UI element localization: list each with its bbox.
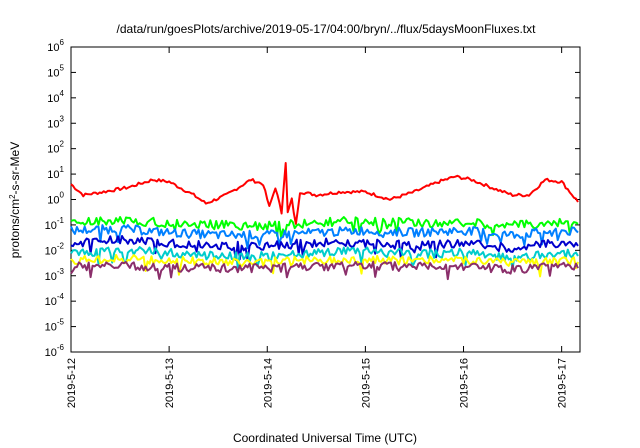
y-tick-base: 10 (47, 42, 59, 54)
y-tick-label: 103 (47, 114, 64, 130)
y-tick-base: 10 (47, 195, 59, 207)
series-line-1 (70, 216, 579, 238)
y-tick-label: 10-6 (45, 343, 65, 359)
y-tick-base: 10 (45, 271, 57, 283)
y-tick-base: 10 (47, 118, 59, 130)
y-tick-label: 10-5 (45, 318, 65, 334)
x-tick-label: 2019-5-12 (66, 358, 78, 408)
x-tick-label: 2019-5-13 (164, 358, 176, 408)
y-tick-exp: 0 (60, 191, 65, 200)
y-tick-base: 10 (47, 144, 59, 156)
x-axis-ticks: 2019-5-12 2019-5-13 2019-5-14 2019-5-15 2019… (66, 47, 569, 408)
plot-frame (70, 46, 581, 353)
y-tick-base: 10 (47, 93, 59, 105)
y-tick-base: 10 (45, 347, 57, 359)
y-tick-label: 105 (47, 63, 64, 79)
y-tick-base: 10 (47, 67, 59, 79)
y-tick-label: 100 (47, 191, 64, 207)
series-line-5 (70, 253, 579, 278)
y-tick-label: 101 (47, 165, 64, 181)
y-tick-label: 10-2 (45, 241, 65, 257)
chart-title: /data/run/goesPlots/archive/2019-05-17/0… (117, 22, 537, 36)
x-tick-label: 2019-5-15 (360, 358, 372, 408)
y-tick-label: 10-1 (45, 216, 65, 232)
y-tick-exp: -5 (57, 318, 65, 327)
data-series (70, 162, 579, 281)
y-tick-exp: 5 (60, 63, 65, 72)
y-tick-exp: 4 (60, 89, 65, 98)
x-axis-label: Coordinated Universal Time (UTC) (233, 431, 417, 445)
y-tick-exp: 3 (60, 114, 65, 123)
y-tick-exp: 2 (60, 140, 65, 149)
y-tick-label: 10-4 (45, 292, 65, 308)
series-line-6 (70, 260, 579, 281)
y-tick-label: 106 (47, 38, 64, 54)
y-tick-base: 10 (45, 296, 57, 308)
x-tick-label: 2019-5-16 (459, 358, 471, 408)
y-tick-exp: -4 (57, 292, 65, 301)
series-line-2 (70, 224, 579, 250)
y-tick-exp: -2 (57, 241, 65, 250)
y-tick-label: 10-3 (45, 267, 65, 283)
series-line-0 (70, 162, 579, 225)
y-tick-exp: -3 (57, 267, 65, 276)
y-tick-exp: -6 (57, 343, 65, 352)
series-line-3 (70, 235, 579, 262)
y-tick-base: 10 (47, 169, 59, 181)
y-tick-base: 10 (45, 322, 57, 334)
y-tick-base: 10 (45, 220, 57, 232)
y-tick-label: 102 (47, 140, 64, 156)
x-tick-label: 2019-5-14 (262, 358, 274, 408)
y-axis-label: protons/cm2-s-sr-MeV (8, 142, 22, 258)
series-line-4 (70, 246, 579, 271)
y-tick-label: 104 (47, 89, 64, 105)
y-tick-base: 10 (45, 245, 57, 257)
y-axis-ticks: 10610510410310210110010-110-210-310-410-… (45, 38, 580, 359)
y-tick-exp: -1 (57, 216, 65, 225)
y-tick-exp: 1 (60, 165, 65, 174)
x-tick-label: 2019-5-17 (557, 358, 569, 408)
y-tick-exp: 6 (60, 38, 65, 47)
